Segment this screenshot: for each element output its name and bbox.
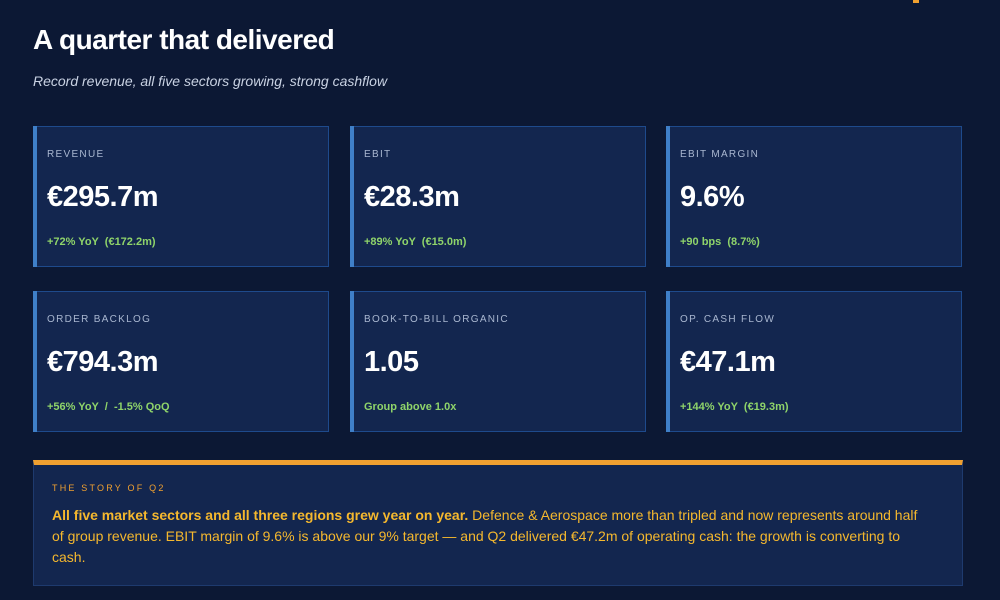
kpi-card: EBIT €28.3m +89% YoY (€15.0m) [350,126,646,267]
kpi-card: BOOK-TO-BILL ORGANIC 1.05 Group above 1.0x [350,291,646,432]
accent-bar [350,126,354,267]
kpi-label: REVENUE [47,149,105,160]
kpi-note: +90 bps (8.7%) [680,236,760,248]
story-body: Defence & Aerospace more than tripled an… [52,507,918,565]
accent-bar [33,291,37,432]
kpi-value: €28.3m [364,181,460,213]
kpi-note: +72% YoY (€172.2m) [47,236,156,248]
subtitle: Record revenue, all five sectors growing… [33,73,388,89]
accent-bar [666,126,670,267]
title: A quarter that delivered [33,24,335,55]
kpi-label: ORDER BACKLOG [47,314,152,325]
accent-bar [666,291,670,432]
accent-bar [33,126,37,267]
kpi-card: REVENUE €295.7m +72% YoY (€172.2m) [33,126,329,267]
kpi-label: EBIT MARGIN [680,149,760,160]
kpi-note: +144% YoY (€19.3m) [680,401,789,413]
kpi-value: €47.1m [680,346,776,378]
story-lead: All five market sectors and all three re… [52,507,469,523]
kpi-card: EBIT MARGIN 9.6% +90 bps (8.7%) [666,126,962,267]
story-text: All five market sectors and all three re… [52,505,932,568]
accent-bar [350,291,354,432]
kpi-value: €295.7m [47,181,159,213]
story-heading: THE STORY OF Q2 [52,483,166,493]
kpi-note: Group above 1.0x [364,401,457,413]
kpi-note: +56% YoY / -1.5% QoQ [47,401,170,413]
kpi-value: €794.3m [47,346,159,378]
kpi-label: OP. CASH FLOW [680,314,776,325]
accent-mark [913,0,919,3]
story-box: THE STORY OF Q2 All five market sectors … [33,460,963,586]
kpi-card: OP. CASH FLOW €47.1m +144% YoY (€19.3m) [666,291,962,432]
kpi-value: 1.05 [364,346,419,378]
kpi-note: +89% YoY (€15.0m) [364,236,467,248]
kpi-card: ORDER BACKLOG €794.3m +56% YoY / -1.5% QoQ [33,291,329,432]
kpi-value: 9.6% [680,181,745,213]
kpi-label: BOOK-TO-BILL ORGANIC [364,314,509,325]
kpi-label: EBIT [364,149,392,160]
